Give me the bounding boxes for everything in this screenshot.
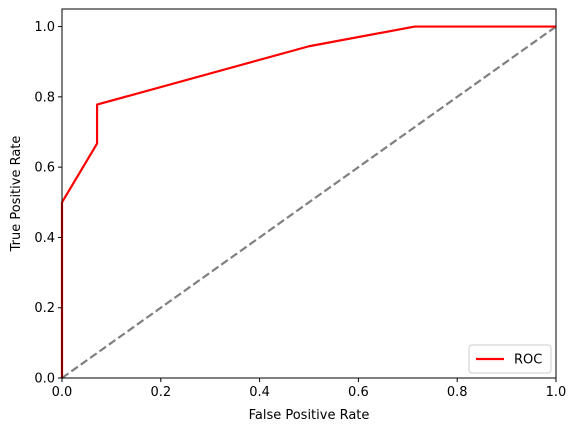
- legend: ROC: [468, 344, 552, 374]
- x-tick-label: 0.6: [348, 385, 369, 400]
- y-tick-label: 0.4: [34, 231, 55, 246]
- x-tick-label: 0.8: [447, 385, 468, 400]
- x-tick-label: 0.0: [52, 385, 73, 400]
- y-tick-label: 0.8: [34, 90, 55, 105]
- y-tick-label: 0.2: [34, 301, 55, 316]
- legend-label-roc: ROC: [514, 353, 542, 368]
- x-tick-label: 0.2: [150, 385, 171, 400]
- series-line-diagonal: [61, 25, 557, 379]
- y-tick-label: 0.0: [34, 372, 55, 387]
- y-tick-label: 1.0: [34, 20, 55, 35]
- plot-frame: [61, 8, 557, 379]
- y-tick-label: 0.6: [34, 161, 55, 176]
- legend-box: [468, 344, 552, 374]
- plot-area: [62, 9, 556, 378]
- ticks-layer: 0.0 0.2 0.4 0.6 0.8 1.0 0.0 0.2 0.4 0.6 0.8 1.0: [34, 20, 566, 400]
- x-tick-label: 0.4: [249, 385, 270, 400]
- y-axis-label: True Positive Rate: [9, 136, 24, 253]
- x-axis-label: False Positive Rate: [249, 408, 370, 423]
- x-tick-label: 1.0: [546, 385, 567, 400]
